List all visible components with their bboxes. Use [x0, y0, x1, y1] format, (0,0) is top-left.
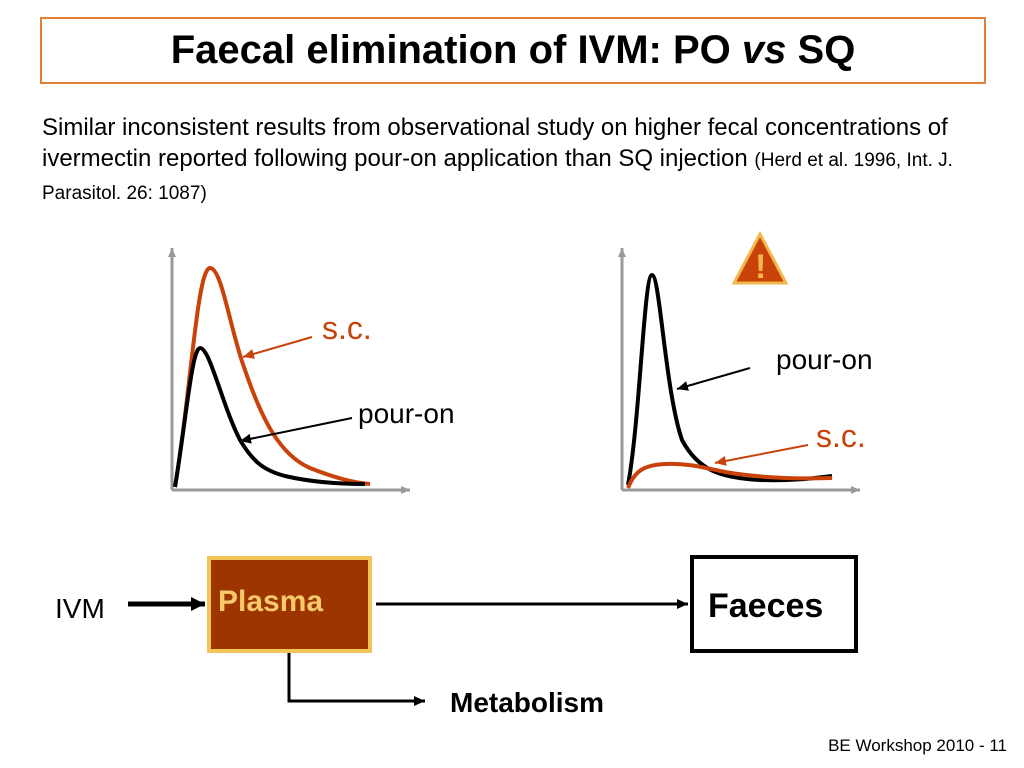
right-chart: [618, 230, 860, 494]
ivm-label: IVM: [55, 593, 105, 624]
left-chart: [168, 248, 410, 494]
right-pouron-pointer: [676, 367, 751, 391]
intro-reference: (Herd et al. 1996, Int. J. Parasitol. 26…: [42, 150, 953, 204]
right-sc-curve: [626, 461, 833, 489]
right-pouron-label: pour-on: [776, 344, 873, 375]
left-pouron-pointer: [239, 417, 353, 444]
flow-diagram: [128, 555, 858, 706]
title-box: Faecal elimination of IVM: PO vs SQ: [40, 17, 986, 84]
intro-text: Similar inconsistent results from observ…: [42, 114, 948, 172]
warning-triangle-icon: [731, 230, 789, 285]
left-pouron-curve: [173, 345, 366, 488]
title-italic: vs: [741, 28, 787, 72]
plasma-label: Plasma: [218, 585, 324, 618]
plasma-to-metabolism-arrow: [287, 653, 425, 706]
title-prefix: Faecal elimination of IVM: PO: [170, 28, 742, 72]
left-sc-label: s.c.: [322, 310, 372, 346]
left-sc-pointer: [242, 336, 313, 359]
faeces-label: Faeces: [708, 587, 824, 625]
right-pouron-curve: [626, 272, 833, 486]
warning-exclamation: !: [755, 248, 767, 286]
faeces-box: [690, 555, 858, 653]
right-sc-pointer: [714, 444, 809, 466]
right-sc-label: s.c.: [816, 418, 866, 454]
intro-paragraph: Similar inconsistent results from observ…: [42, 112, 972, 209]
page-title: Faecal elimination of IVM: PO vs SQ: [171, 28, 856, 73]
slide-footer: BE Workshop 2010 - 11: [828, 736, 1007, 755]
left-pouron-label: pour-on: [358, 398, 455, 429]
title-suffix: SQ: [786, 28, 856, 72]
metabolism-label: Metabolism: [450, 687, 605, 718]
left-sc-curve: [173, 265, 371, 488]
plasma-box: [207, 556, 372, 653]
